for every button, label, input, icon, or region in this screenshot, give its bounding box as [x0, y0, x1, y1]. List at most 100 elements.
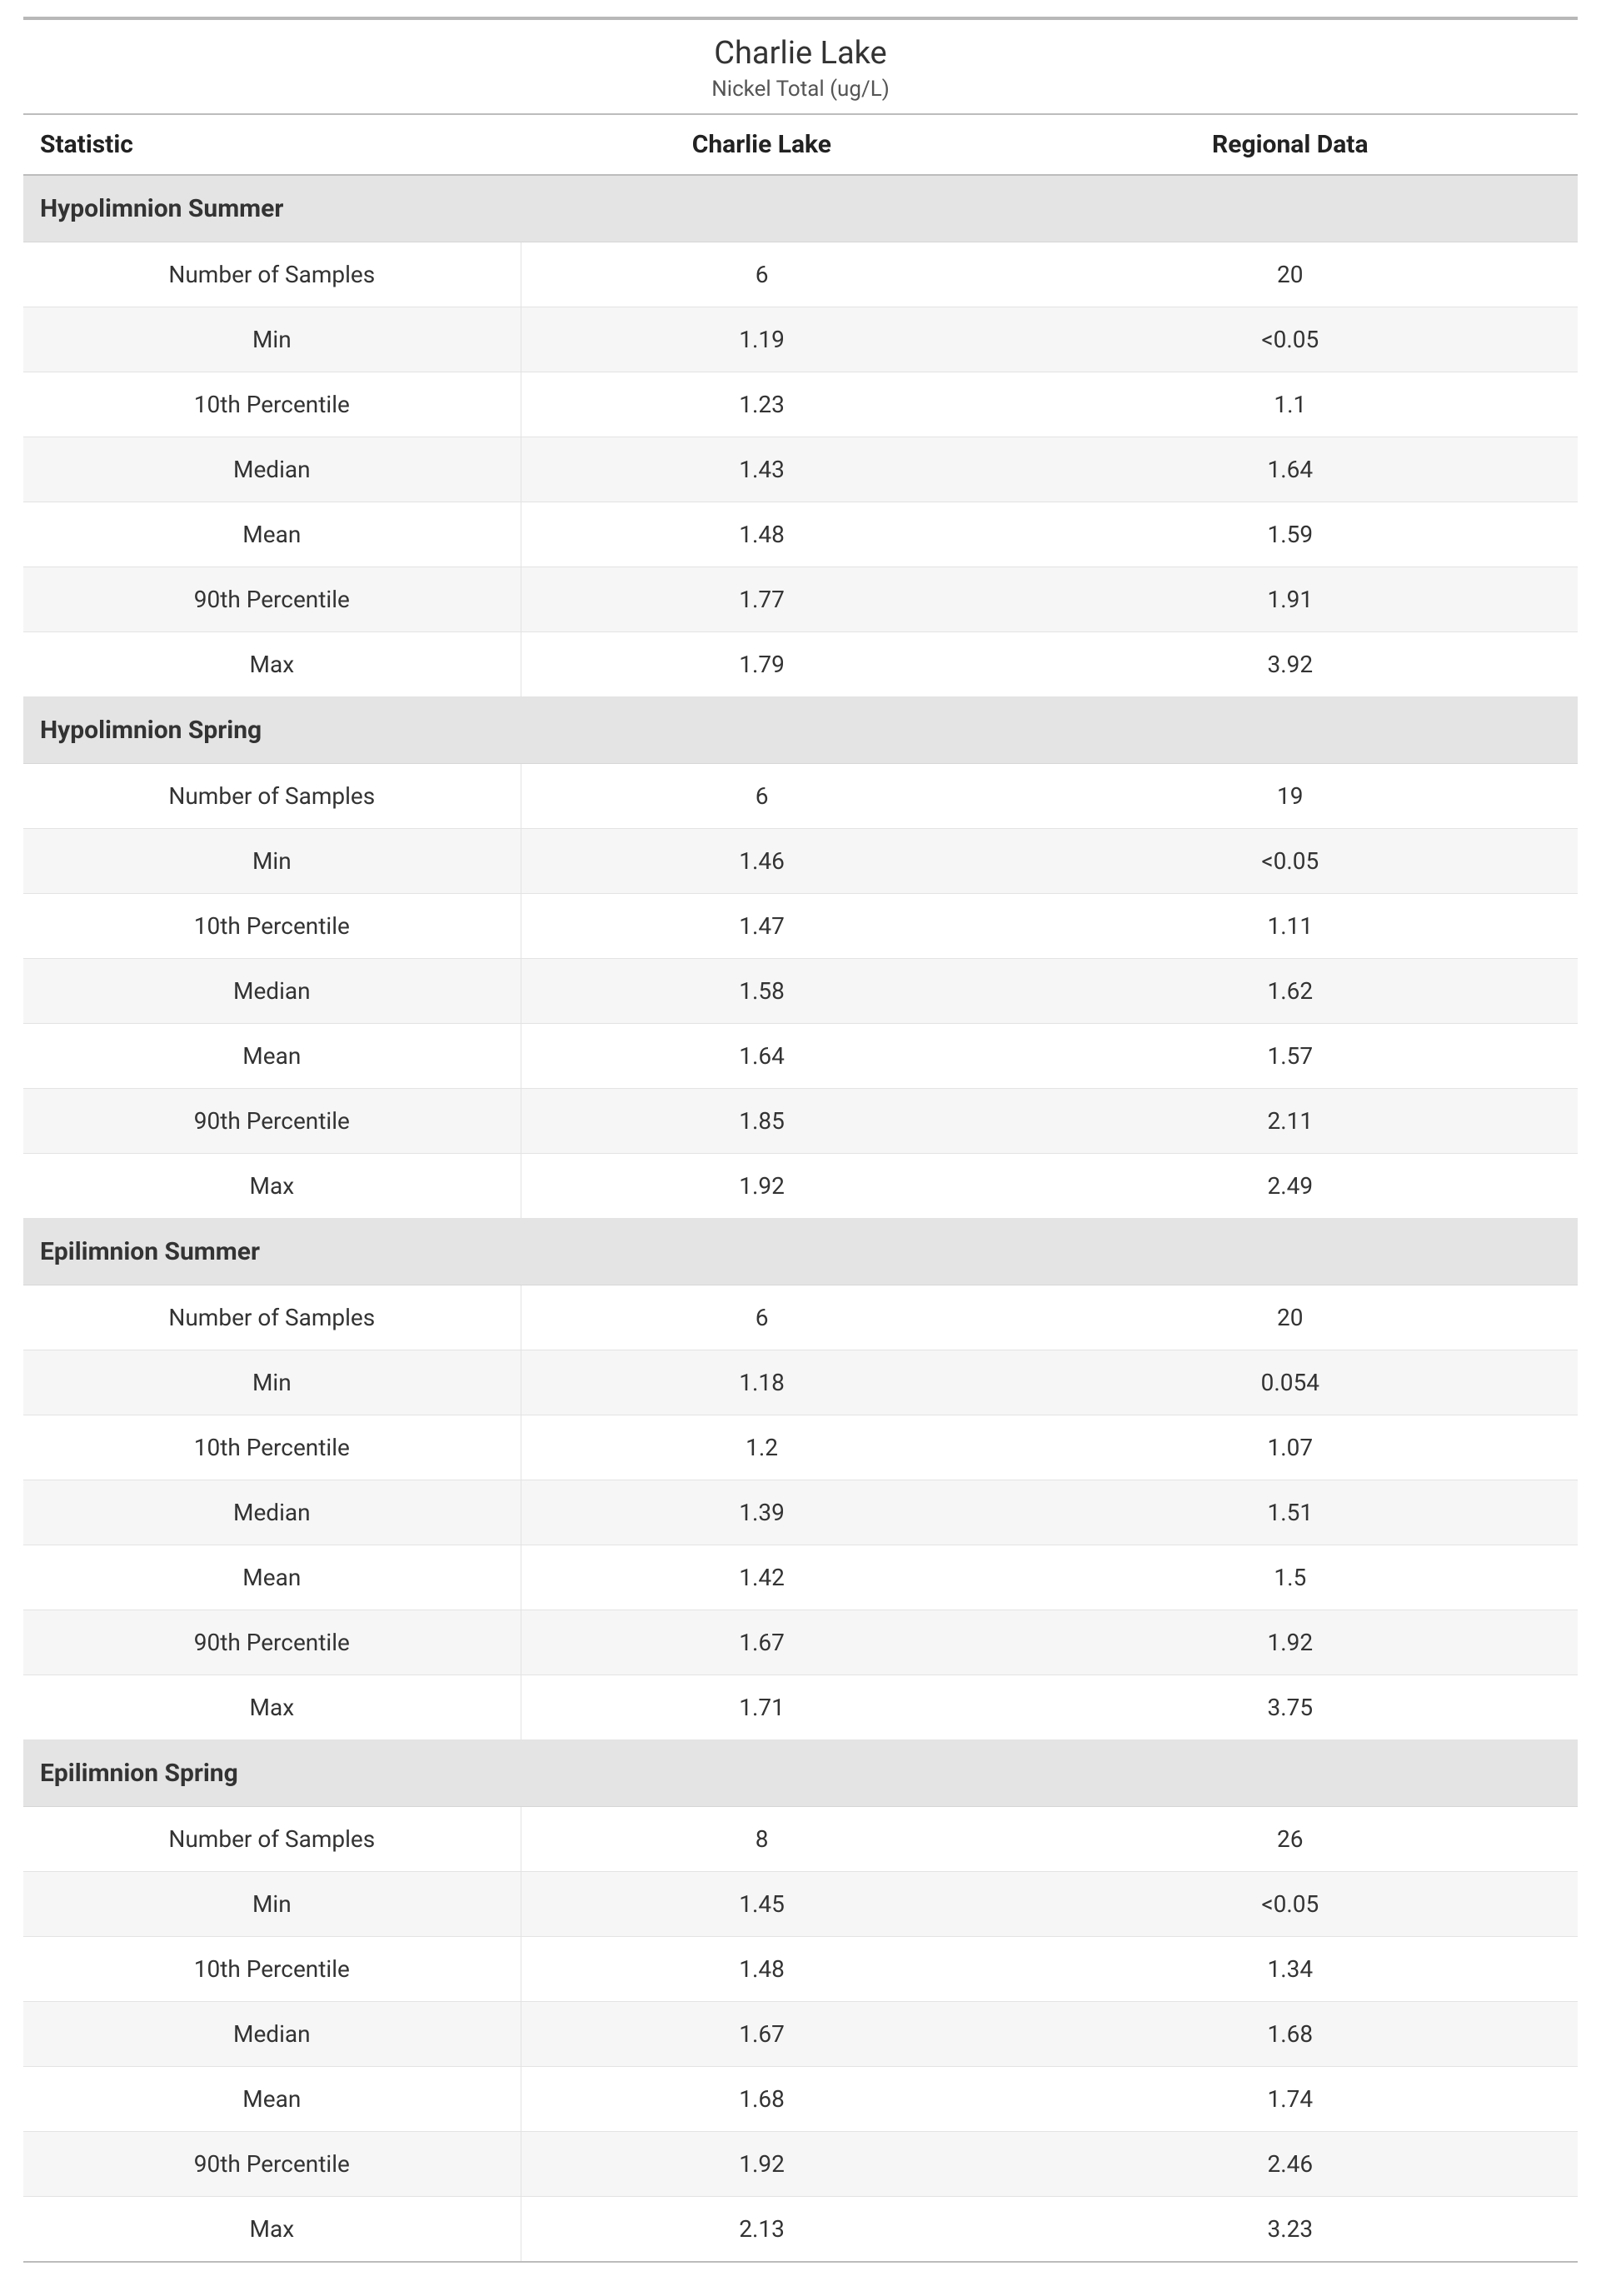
lake-value: 1.45 [521, 1872, 1002, 1937]
stat-label: Mean [23, 502, 521, 567]
lake-value: 1.19 [521, 307, 1002, 372]
lake-value: 2.13 [521, 2197, 1002, 2263]
table-row: Mean1.481.59 [23, 502, 1578, 567]
lake-value: 1.39 [521, 1480, 1002, 1545]
region-value: 1.34 [1003, 1937, 1578, 2002]
stat-label: Mean [23, 1545, 521, 1610]
lake-value: 8 [521, 1807, 1002, 1872]
stat-label: 90th Percentile [23, 1610, 521, 1675]
lake-value: 6 [521, 1285, 1002, 1350]
stat-label: Min [23, 307, 521, 372]
table-row: Max1.793.92 [23, 632, 1578, 697]
region-value: 2.49 [1003, 1154, 1578, 1219]
region-value: 0.054 [1003, 1350, 1578, 1415]
lake-value: 1.68 [521, 2067, 1002, 2132]
table-section: Hypolimnion SummerNumber of Samples620Mi… [23, 175, 1578, 697]
lake-value: 1.58 [521, 959, 1002, 1024]
stat-label: Min [23, 1872, 521, 1937]
region-value: 20 [1003, 1285, 1578, 1350]
table-row: Min1.180.054 [23, 1350, 1578, 1415]
region-value: 1.59 [1003, 502, 1578, 567]
table-row: 10th Percentile1.471.11 [23, 894, 1578, 959]
stat-label: Max [23, 2197, 521, 2263]
stat-label: Median [23, 2002, 521, 2067]
table-row: Median1.391.51 [23, 1480, 1578, 1545]
table-row: Max2.133.23 [23, 2197, 1578, 2263]
lake-value: 1.48 [521, 502, 1002, 567]
table-row: 10th Percentile1.481.34 [23, 1937, 1578, 2002]
column-header-statistic: Statistic [23, 114, 521, 175]
region-value: 1.51 [1003, 1480, 1578, 1545]
stat-label: 10th Percentile [23, 372, 521, 437]
stat-label: Max [23, 632, 521, 697]
stat-label: Min [23, 829, 521, 894]
section-header-row: Epilimnion Spring [23, 1740, 1578, 1807]
stat-label: Number of Samples [23, 1807, 521, 1872]
table-row: Number of Samples620 [23, 242, 1578, 307]
table-row: Min1.46<0.05 [23, 829, 1578, 894]
table-row: Number of Samples620 [23, 1285, 1578, 1350]
page: Charlie Lake Nickel Total (ug/L) Statist… [0, 0, 1601, 2296]
table-row: Min1.19<0.05 [23, 307, 1578, 372]
stat-label: 90th Percentile [23, 567, 521, 632]
region-value: 1.91 [1003, 567, 1578, 632]
region-value: 2.46 [1003, 2132, 1578, 2197]
table-section: Hypolimnion SpringNumber of Samples619Mi… [23, 697, 1578, 1219]
top-rule [23, 17, 1578, 20]
lake-value: 1.85 [521, 1089, 1002, 1154]
region-value: <0.05 [1003, 307, 1578, 372]
stat-label: Median [23, 959, 521, 1024]
table-section: Epilimnion SpringNumber of Samples826Min… [23, 1740, 1578, 2263]
table-row: Max1.713.75 [23, 1675, 1578, 1740]
table-row: Number of Samples826 [23, 1807, 1578, 1872]
table-row: Median1.431.64 [23, 437, 1578, 502]
lake-value: 1.92 [521, 1154, 1002, 1219]
stat-label: Max [23, 1154, 521, 1219]
lake-value: 1.67 [521, 2002, 1002, 2067]
stat-label: 10th Percentile [23, 1415, 521, 1480]
table-row: Number of Samples619 [23, 764, 1578, 829]
region-value: 20 [1003, 242, 1578, 307]
stat-label: Max [23, 1675, 521, 1740]
stat-label: 90th Percentile [23, 1089, 521, 1154]
stat-label: 90th Percentile [23, 2132, 521, 2197]
region-value: 2.11 [1003, 1089, 1578, 1154]
section-header-row: Hypolimnion Spring [23, 697, 1578, 764]
stat-label: Number of Samples [23, 1285, 521, 1350]
table-row: Mean1.681.74 [23, 2067, 1578, 2132]
stat-label: Number of Samples [23, 764, 521, 829]
lake-value: 1.92 [521, 2132, 1002, 2197]
table-row: Max1.922.49 [23, 1154, 1578, 1219]
lake-value: 6 [521, 764, 1002, 829]
region-value: 1.92 [1003, 1610, 1578, 1675]
section-header-label: Hypolimnion Spring [23, 697, 1578, 764]
page-subtitle: Nickel Total (ug/L) [23, 77, 1578, 102]
lake-value: 1.77 [521, 567, 1002, 632]
section-header-row: Hypolimnion Summer [23, 175, 1578, 242]
region-value: 1.5 [1003, 1545, 1578, 1610]
stat-label: Number of Samples [23, 242, 521, 307]
lake-value: 1.79 [521, 632, 1002, 697]
table-row: Median1.581.62 [23, 959, 1578, 1024]
table-row: 10th Percentile1.231.1 [23, 372, 1578, 437]
region-value: 1.68 [1003, 2002, 1578, 2067]
lake-value: 1.18 [521, 1350, 1002, 1415]
table-row: Median1.671.68 [23, 2002, 1578, 2067]
stats-table: Statistic Charlie Lake Regional Data Hyp… [23, 113, 1578, 2263]
lake-value: 1.67 [521, 1610, 1002, 1675]
stat-label: Mean [23, 2067, 521, 2132]
lake-value: 1.23 [521, 372, 1002, 437]
lake-value: 1.64 [521, 1024, 1002, 1089]
stat-label: Mean [23, 1024, 521, 1089]
table-row: 90th Percentile1.852.11 [23, 1089, 1578, 1154]
lake-value: 1.47 [521, 894, 1002, 959]
table-row: Mean1.641.57 [23, 1024, 1578, 1089]
page-title: Charlie Lake [23, 35, 1578, 72]
section-header-label: Hypolimnion Summer [23, 175, 1578, 242]
region-value: 19 [1003, 764, 1578, 829]
stat-label: 10th Percentile [23, 1937, 521, 2002]
lake-value: 1.71 [521, 1675, 1002, 1740]
column-header-row: Statistic Charlie Lake Regional Data [23, 114, 1578, 175]
region-value: 3.75 [1003, 1675, 1578, 1740]
section-header-label: Epilimnion Spring [23, 1740, 1578, 1807]
